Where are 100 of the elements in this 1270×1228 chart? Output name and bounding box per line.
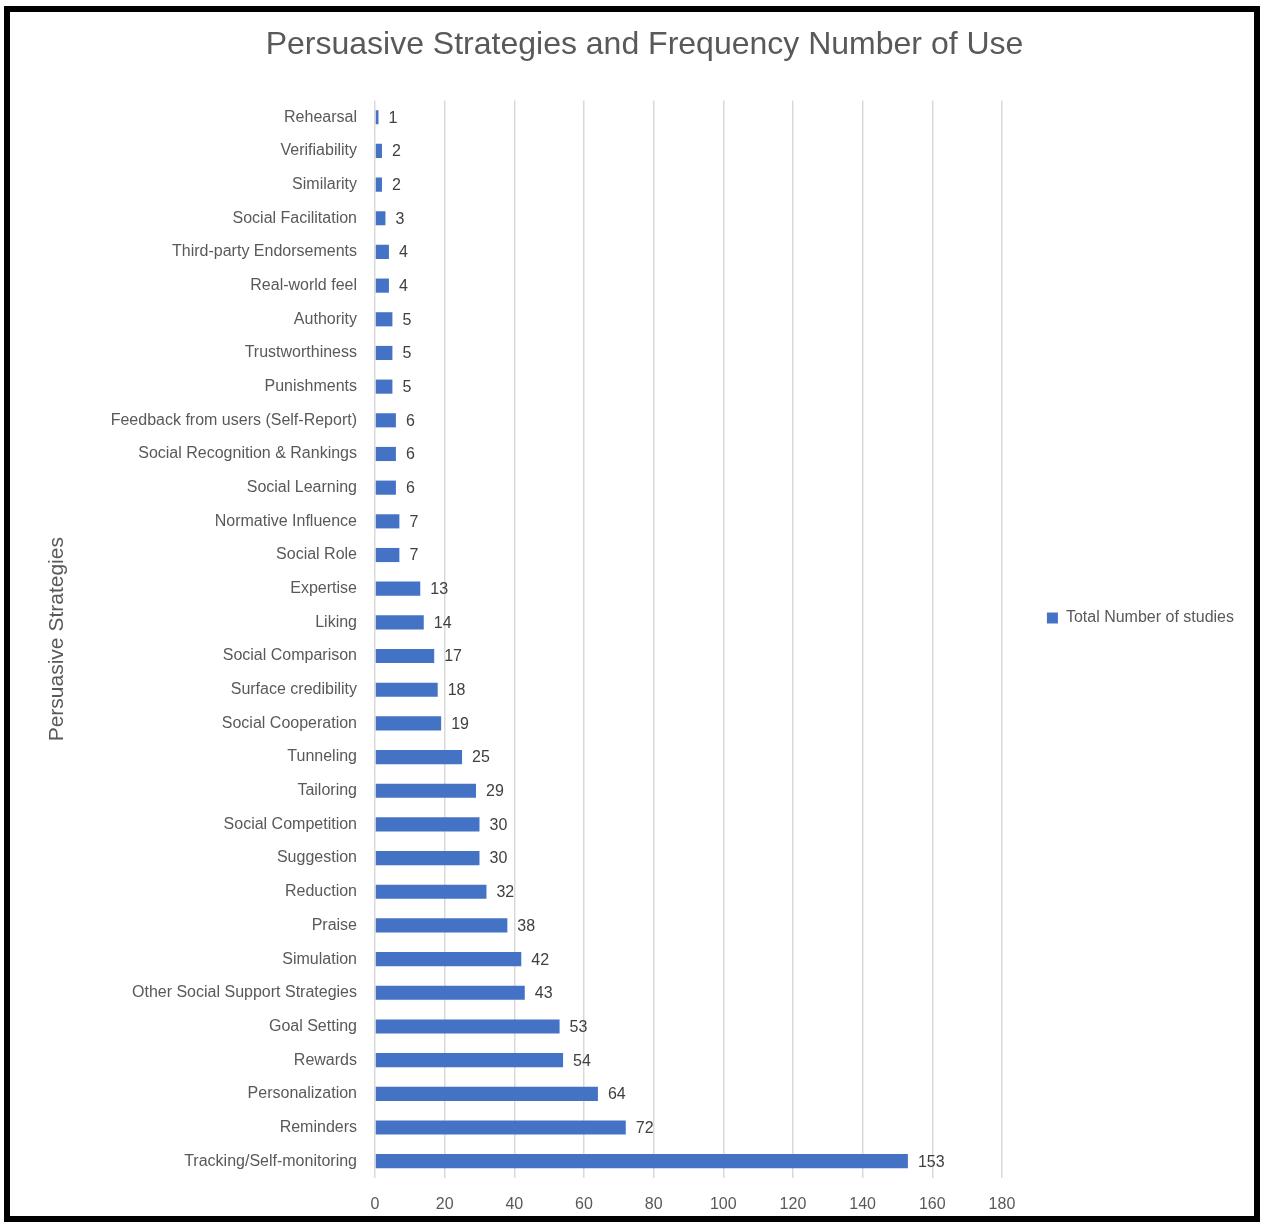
y-tick-label: Tracking/Self-monitoring: [184, 1151, 357, 1169]
bar: [375, 817, 480, 832]
bar: [375, 615, 424, 630]
data-label: 64: [607, 1085, 626, 1103]
legend-label: Total Number of studies: [1065, 608, 1234, 626]
bar: [375, 244, 389, 260]
data-label: 3: [395, 209, 405, 227]
y-tick-label: Simulation: [282, 949, 357, 967]
y-tick-label: Social Cooperation: [221, 713, 357, 731]
data-label: 2: [391, 175, 401, 193]
x-tick-label: 20: [435, 1195, 454, 1213]
data-label: 30: [489, 815, 508, 833]
bar: [375, 918, 508, 933]
x-tick-label: 180: [988, 1195, 1016, 1213]
y-tick-label: Social Facilitation: [232, 208, 357, 226]
y-tick-label: Praise: [311, 915, 358, 933]
data-label: 1: [388, 108, 398, 126]
data-label: 6: [405, 479, 415, 497]
bar: [375, 278, 389, 293]
y-tick-label: Normative Influence: [214, 511, 358, 529]
y-axis-title: Persuasive Strategies: [44, 537, 68, 742]
bar: [375, 884, 487, 899]
data-label: 25: [472, 748, 490, 766]
bar: [375, 446, 396, 462]
data-label: 5: [402, 344, 412, 362]
y-tick-label: Social Recognition & Rankings: [138, 444, 357, 462]
y-tick-label: Social Role: [276, 545, 358, 563]
bar: [375, 547, 400, 563]
y-tick-label: Social Learning: [246, 478, 357, 496]
data-label: 153: [917, 1152, 945, 1170]
bar: [375, 345, 393, 361]
data-label: 19: [451, 714, 470, 732]
x-tick-label: 0: [370, 1195, 380, 1213]
y-tick-label: Third-party Endorsements: [172, 242, 357, 260]
data-label: 53: [569, 1017, 588, 1035]
x-tick-label: 140: [849, 1195, 877, 1213]
bar: [375, 143, 382, 158]
y-tick-label: Social Comparison: [222, 646, 357, 664]
bar: [375, 581, 421, 596]
data-label: 5: [402, 310, 412, 328]
y-tick-label: Reminders: [279, 1117, 357, 1135]
bar: [375, 211, 386, 226]
bar: [375, 514, 400, 529]
data-label: 29: [486, 782, 504, 800]
bar: [375, 1053, 564, 1068]
y-tick-label: Reduction: [284, 882, 357, 900]
x-tick-label: 80: [644, 1195, 663, 1213]
bar: [375, 648, 435, 664]
data-label: 13: [430, 580, 449, 598]
y-tick-label: Social Competition: [223, 814, 357, 832]
y-tick-label: Tunneling: [287, 747, 357, 765]
x-tick-label: 100: [709, 1195, 737, 1213]
data-label: 7: [409, 546, 419, 564]
bar: [375, 985, 525, 1000]
y-tick-label: Similarity: [292, 174, 357, 192]
data-label: 6: [405, 445, 415, 463]
y-tick-label: Suggestion: [276, 848, 357, 866]
chart-title: Persuasive Strategies and Frequency Number of Use: [265, 25, 1024, 62]
data-label: 17: [444, 647, 463, 665]
data-label: 6: [405, 411, 415, 429]
x-tick-label: 120: [779, 1195, 807, 1213]
data-label: 54: [573, 1051, 591, 1069]
data-label: 42: [531, 950, 550, 968]
data-label: 43: [534, 984, 553, 1002]
data-label: 2: [391, 142, 401, 160]
x-tick-label: 60: [575, 1195, 593, 1213]
x-tick-label: 160: [918, 1195, 946, 1213]
y-tick-label: Trustworthiness: [244, 343, 357, 361]
data-label: 18: [447, 681, 466, 699]
y-tick-label: Expertise: [290, 579, 358, 597]
y-tick-label: Tailoring: [297, 781, 357, 799]
y-tick-label: Surface credibility: [230, 680, 357, 698]
y-tick-label: Authority: [293, 309, 357, 327]
data-label: 4: [398, 243, 408, 261]
data-label: 4: [398, 277, 408, 295]
y-tick-label: Rewards: [293, 1050, 357, 1068]
y-tick-label: Other Social Support Strategies: [131, 983, 357, 1001]
bar: [375, 312, 393, 327]
bar: [375, 177, 382, 192]
bar: [375, 851, 480, 866]
bar: [375, 1086, 598, 1101]
bar: [375, 413, 396, 428]
y-tick-label: Personalization: [247, 1084, 357, 1102]
data-label: 38: [517, 916, 536, 934]
data-label: 32: [496, 883, 515, 901]
data-label: 30: [489, 849, 508, 867]
x-tick-label: 40: [505, 1195, 524, 1213]
bar: [375, 749, 463, 765]
bar: [375, 480, 396, 495]
data-label: 5: [402, 378, 412, 396]
data-label: 7: [409, 512, 419, 530]
bar: [375, 1019, 560, 1034]
y-tick-label: Verifiability: [280, 141, 357, 159]
bar: [375, 379, 393, 394]
bar: [375, 783, 476, 798]
data-label: 14: [433, 613, 452, 631]
bar: [375, 716, 442, 731]
y-tick-label: Feedback from users (Self-Report): [110, 410, 357, 428]
y-tick-label: Rehearsal: [284, 107, 357, 125]
bar: [375, 682, 438, 697]
